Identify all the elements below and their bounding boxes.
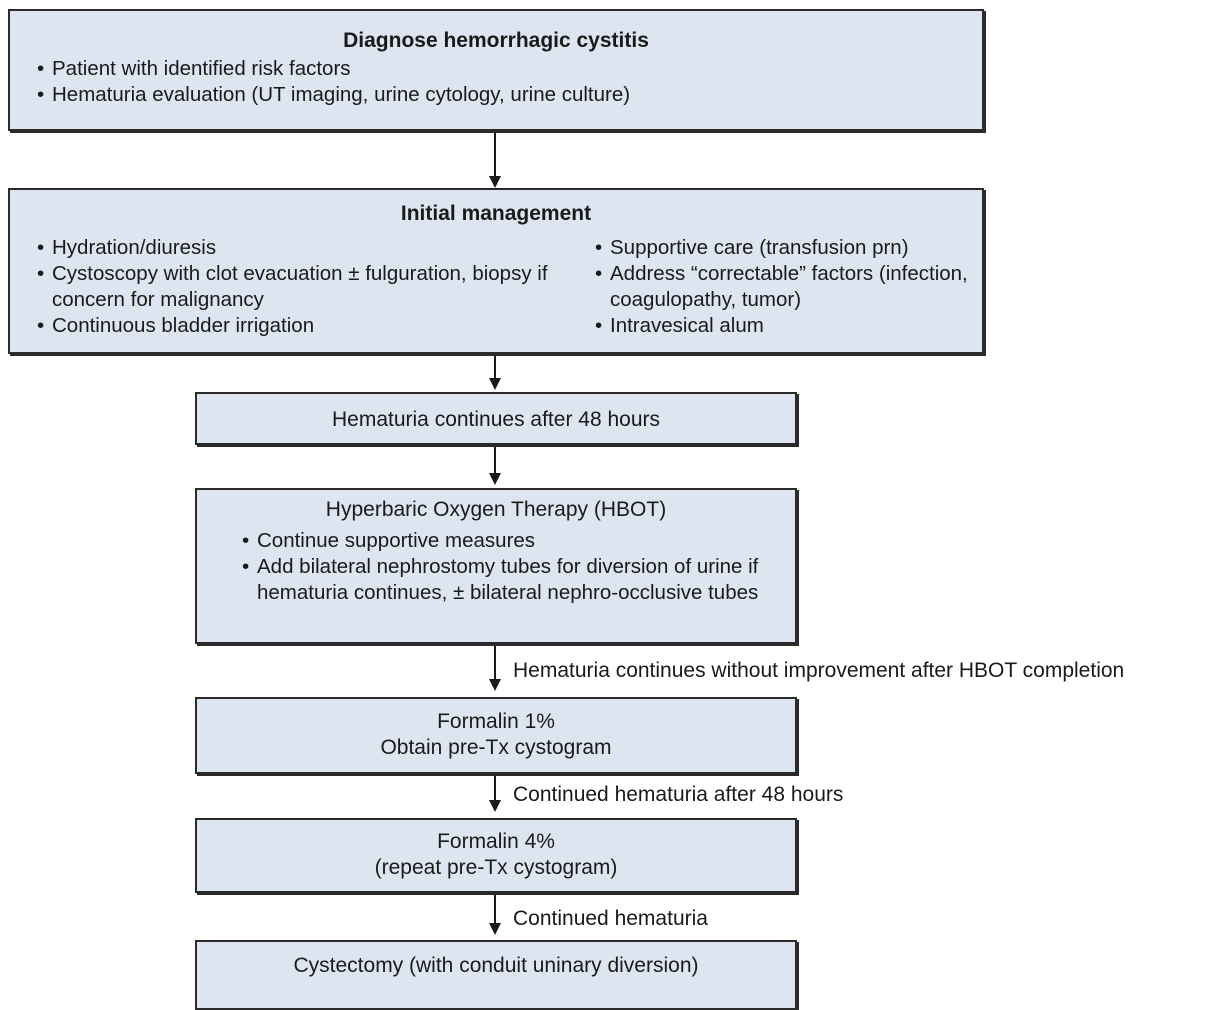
formalin-1-title: Formalin 1% xyxy=(437,710,555,733)
initial-management-title: Initial management xyxy=(400,202,592,225)
initial-right-bullet: Intravesical alum xyxy=(594,313,974,339)
diagnose-bullets: Patient with identified risk factors Hem… xyxy=(36,56,982,108)
diagnose-box: Diagnose hemorrhagic cystitis Patient wi… xyxy=(8,9,984,131)
formalin-4-subtitle: (repeat pre-Tx cystogram) xyxy=(374,856,618,879)
formalin-1-subtitle: Obtain pre-Tx cystogram xyxy=(380,736,612,759)
formalin-1-box: Formalin 1% Obtain pre-Tx cystogram xyxy=(195,697,797,774)
hbot-box: Hyperbaric Oxygen Therapy (HBOT) Continu… xyxy=(195,488,797,644)
initial-right-bullet: Address “correctable” factors (infection… xyxy=(594,261,974,313)
formalin-4-box: Formalin 4% (repeat pre-Tx cystogram) xyxy=(195,818,797,893)
initial-left-bullet: Cystoscopy with clot evacuation ± fulgur… xyxy=(36,261,566,313)
edge-label-after-hbot: Hematuria continues without improvement … xyxy=(513,659,1125,682)
cystectomy-box: Cystectomy (with conduit uninary diversi… xyxy=(195,940,797,1010)
hematuria-48h-box: Hematuria continues after 48 hours xyxy=(195,392,797,445)
hbot-bullet: Add bilateral nephrostomy tubes for dive… xyxy=(241,554,761,606)
edge-label-after-formalin4: Continued hematuria xyxy=(513,907,708,930)
formalin-4-title: Formalin 4% xyxy=(437,830,555,853)
initial-left-bullets: Hydration/diuresis Cystoscopy with clot … xyxy=(36,235,566,339)
initial-management-box: Initial management Hydration/diuresis Cy… xyxy=(8,188,984,354)
initial-left-bullet: Hydration/diuresis xyxy=(36,235,566,261)
diagnose-bullet: Patient with identified risk factors xyxy=(36,56,982,82)
edge-label-after-formalin1: Continued hematuria after 48 hours xyxy=(513,783,844,806)
initial-right-bullets: Supportive care (transfusion prn) Addres… xyxy=(594,235,974,339)
hematuria-48h-title: Hematuria continues after 48 hours xyxy=(331,408,660,431)
hbot-title: Hyperbaric Oxygen Therapy (HBOT) xyxy=(325,498,667,521)
hbot-bullet: Continue supportive measures xyxy=(241,528,761,554)
initial-left-bullet: Continuous bladder irrigation xyxy=(36,313,566,339)
diagnose-title: Diagnose hemorrhagic cystitis xyxy=(343,29,649,52)
hbot-bullets: Continue supportive measures Add bilater… xyxy=(241,528,761,606)
cystectomy-title: Cystectomy (with conduit uninary diversi… xyxy=(293,954,699,977)
diagnose-bullet: Hematuria evaluation (UT imaging, urine … xyxy=(36,82,982,108)
initial-right-bullet: Supportive care (transfusion prn) xyxy=(594,235,974,261)
